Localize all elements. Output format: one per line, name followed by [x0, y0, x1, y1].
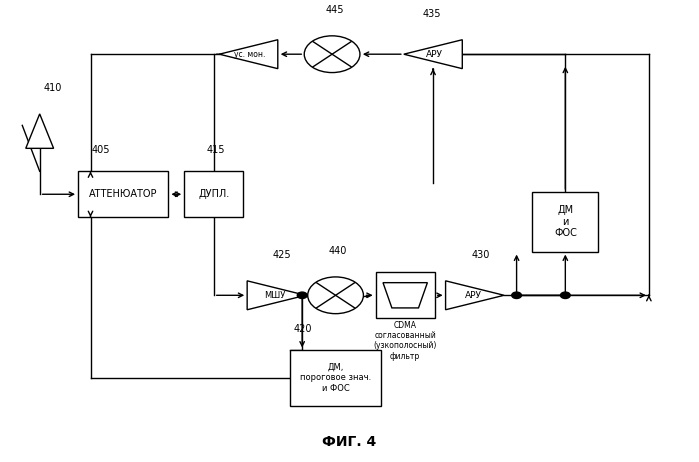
- Text: 430: 430: [471, 250, 490, 260]
- Text: ДМ,
пороговое знач.
и ФОС: ДМ, пороговое знач. и ФОС: [300, 363, 371, 393]
- Text: CDMA
согласованный
(узкополосный)
фильтр: CDMA согласованный (узкополосный) фильтр: [373, 321, 437, 361]
- Text: ДУПЛ.: ДУПЛ.: [198, 189, 229, 199]
- Text: 415: 415: [207, 145, 225, 155]
- Polygon shape: [219, 40, 278, 69]
- Polygon shape: [383, 283, 427, 308]
- Circle shape: [297, 292, 307, 298]
- Text: 420: 420: [294, 324, 312, 334]
- Circle shape: [304, 36, 360, 73]
- Polygon shape: [247, 281, 305, 310]
- Text: АТТЕНЮАТОР: АТТЕНЮАТОР: [89, 189, 157, 199]
- Bar: [532, 192, 598, 252]
- Circle shape: [561, 292, 570, 298]
- Bar: [290, 350, 381, 406]
- Text: ФИГ. 4: ФИГ. 4: [322, 435, 377, 449]
- Text: АРУ: АРУ: [426, 50, 443, 59]
- Text: 425: 425: [273, 250, 291, 260]
- Circle shape: [512, 292, 521, 298]
- Text: АРУ: АРУ: [465, 291, 482, 300]
- Text: 440: 440: [329, 246, 347, 256]
- Polygon shape: [445, 281, 504, 310]
- Text: 445: 445: [325, 5, 344, 15]
- Text: 410: 410: [43, 83, 62, 93]
- Text: МШУ: МШУ: [264, 291, 286, 300]
- Polygon shape: [26, 114, 54, 148]
- Text: ДМ
и
ФОС: ДМ и ФОС: [554, 205, 577, 238]
- Polygon shape: [404, 40, 462, 69]
- Text: 405: 405: [92, 145, 110, 155]
- Circle shape: [308, 277, 363, 314]
- Text: ус. мон.: ус. мон.: [234, 50, 266, 59]
- Text: 435: 435: [423, 9, 441, 19]
- Bar: [78, 171, 168, 217]
- Bar: [375, 272, 435, 318]
- Bar: [184, 171, 243, 217]
